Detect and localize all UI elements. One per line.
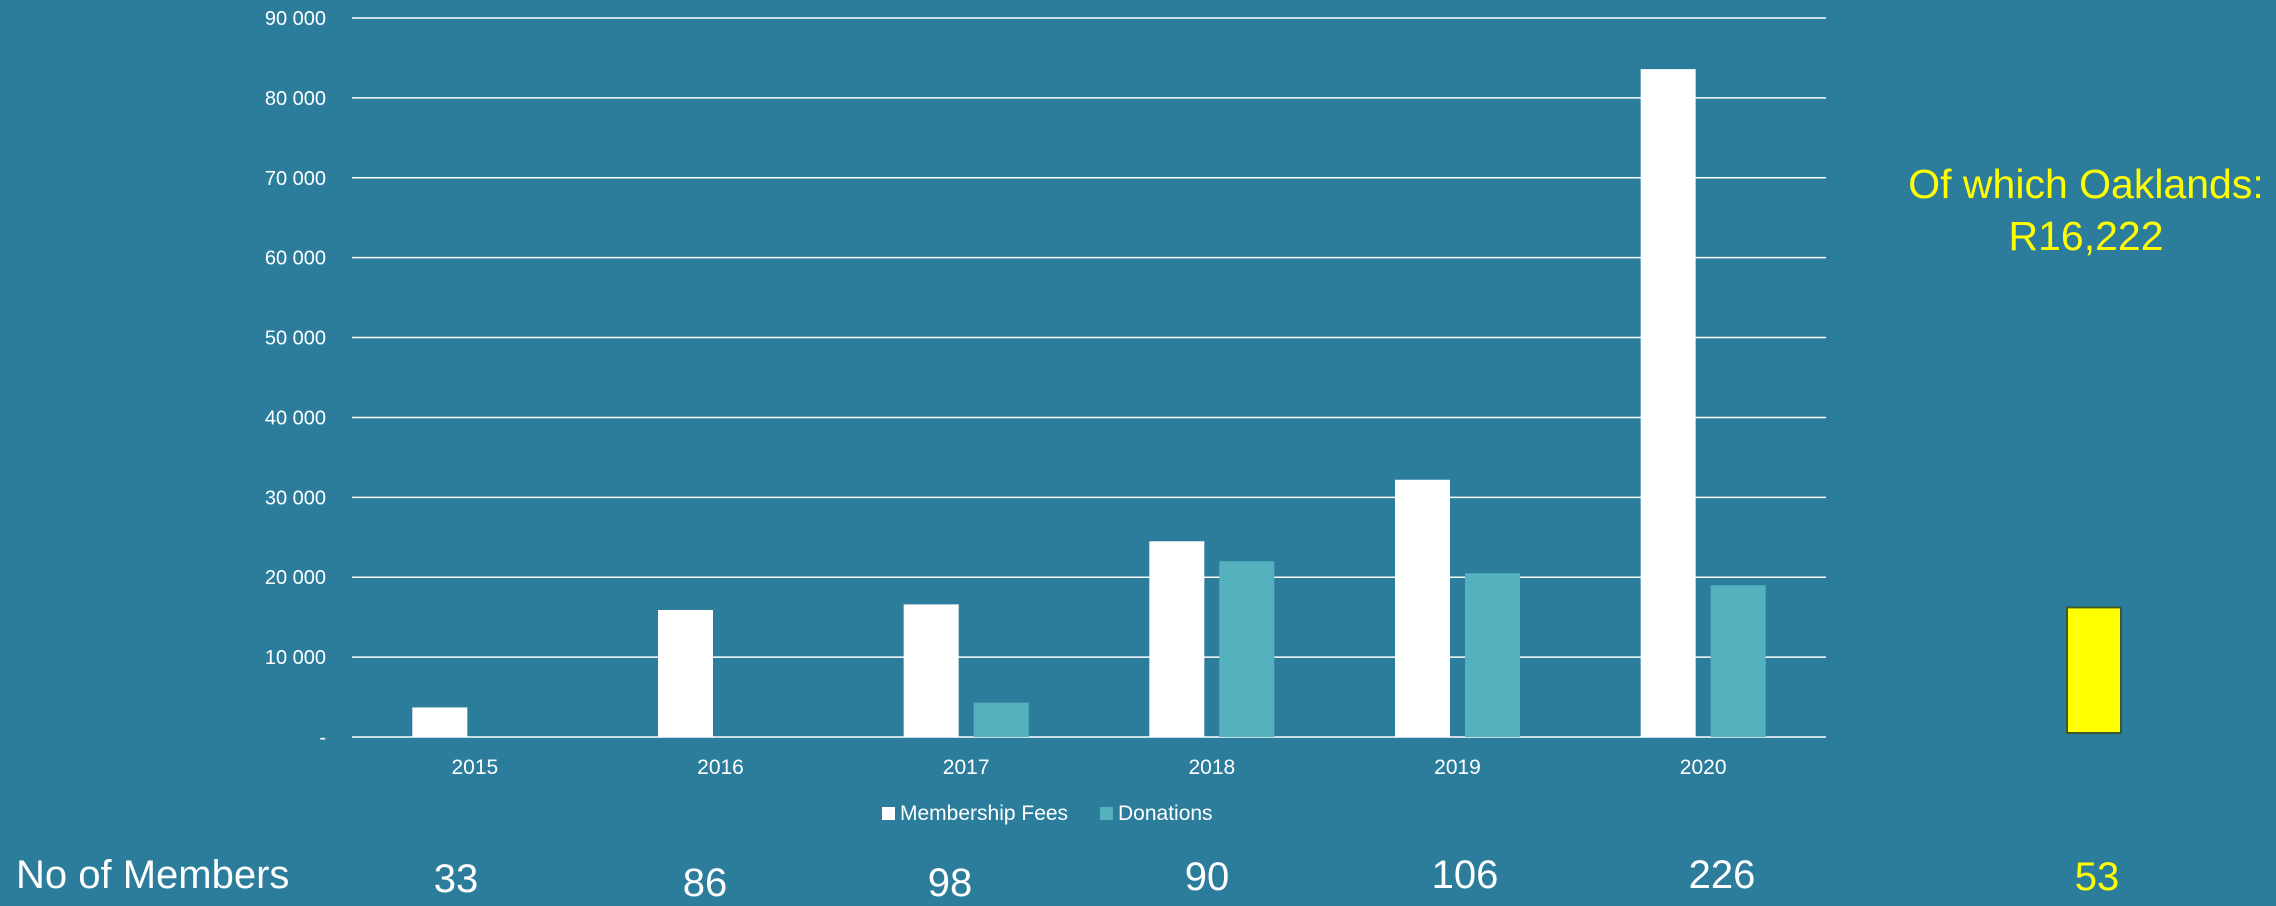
bar-membership-fees-2017 <box>903 604 959 737</box>
member-count-2015: 33 <box>433 857 479 901</box>
legend-label-membership-fees: Membership Fees <box>900 802 1068 825</box>
bar-donations-2017 <box>973 702 1029 737</box>
y-tick-label: 70 000 <box>265 168 326 190</box>
y-tick-label: 30 000 <box>265 487 326 509</box>
x-tick-label: 2018 <box>1188 756 1235 779</box>
members-row-label: No of Members <box>16 853 290 897</box>
bar-membership-fees-2018 <box>1149 541 1205 737</box>
y-tick-label: 40 000 <box>265 407 326 429</box>
member-count-oaklands: 53 <box>2074 855 2120 899</box>
member-count-2017: 98 <box>927 861 973 905</box>
bar-membership-fees-2020 <box>1640 69 1696 737</box>
y-tick-label: - <box>319 727 326 749</box>
y-tick-label: 60 000 <box>265 248 326 270</box>
x-tick-label: 2016 <box>697 756 744 779</box>
y-tick-label: 80 000 <box>265 88 326 110</box>
bar-membership-fees-2016 <box>658 609 713 737</box>
legend-swatch-membership-fees <box>882 807 895 820</box>
y-tick-label: 20 000 <box>265 567 326 589</box>
member-count-2016: 86 <box>682 861 728 905</box>
bar-donations-2018 <box>1219 561 1275 737</box>
oaklands-annotation-line2: R16,222 <box>2008 213 2164 259</box>
bar-donations-2019 <box>1465 573 1520 737</box>
bar-oaklands <box>2066 606 2122 734</box>
y-tick-label: 90 000 <box>265 8 326 30</box>
y-tick-label: 50 000 <box>265 328 326 350</box>
x-tick-label: 2017 <box>943 756 990 779</box>
bar-membership-fees-2015 <box>412 707 468 737</box>
y-tick-label: 10 000 <box>265 647 326 669</box>
bar-donations-2020 <box>1710 585 1766 737</box>
bar-membership-fees-2019 <box>1395 479 1450 737</box>
oaklands-annotation: Of which Oaklands: R16,222 <box>1898 158 2274 262</box>
x-tick-label: 2019 <box>1434 756 1481 779</box>
member-count-2018: 90 <box>1184 855 1230 899</box>
oaklands-annotation-line1: Of which Oaklands: <box>1908 161 2264 207</box>
member-count-2020: 226 <box>1688 853 1756 897</box>
legend-label-donations: Donations <box>1118 802 1213 825</box>
x-tick-label: 2020 <box>1680 756 1727 779</box>
member-count-2019: 106 <box>1431 853 1499 897</box>
x-tick-label: 2015 <box>451 756 498 779</box>
legend-swatch-donations <box>1100 807 1113 820</box>
